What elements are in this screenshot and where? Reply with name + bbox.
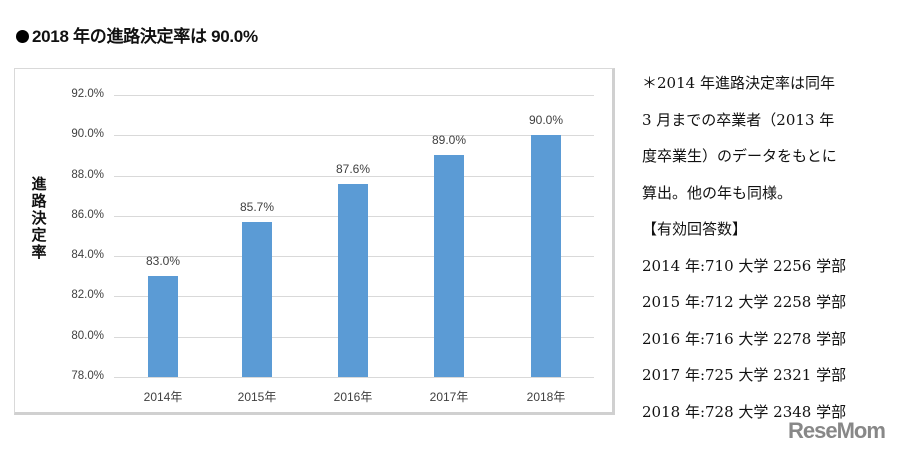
x-tick-label: 2017年: [429, 390, 469, 404]
gridline: [114, 135, 594, 137]
data-label: 90.0%: [528, 113, 564, 128]
y-axis-label-char: 決: [31, 209, 47, 227]
title-text: 2018 年の進路決定率は 90.0%: [32, 27, 258, 46]
data-label: 89.0%: [431, 133, 467, 148]
resemom-logo: ReseMom: [788, 418, 886, 443]
gridline: [114, 95, 594, 96]
y-tick-label: 84.0%: [71, 249, 104, 262]
notes-panel: ＊2014 年進路決定率は同年 3 月までの卒業者（2013 年 度卒業生）のデ…: [642, 68, 892, 433]
data-label: 83.0%: [145, 254, 181, 269]
note-line: ＊2014 年進路決定率は同年: [642, 74, 835, 92]
bar: [434, 155, 464, 377]
response-count-line: 2018 年:728 大学 2348 学部: [642, 402, 847, 421]
response-count-line: 2016 年:716 大学 2278 学部: [642, 329, 847, 348]
bar: [338, 183, 368, 377]
y-axis-label-char: 率: [31, 243, 47, 261]
y-tick-label: 78.0%: [71, 370, 104, 382]
x-tick-label: 2016年: [333, 390, 373, 404]
chart-frame: [14, 68, 615, 415]
y-tick-label: 80.0%: [71, 329, 104, 342]
y-axis-label: 進 路 決 定 率: [30, 176, 48, 261]
x-tick-label: 2014年: [143, 390, 183, 404]
response-count-line: 2017 年:725 大学 2321 学部: [642, 366, 847, 384]
response-count-line: 2015 年:712 大学 2258 学部: [642, 293, 847, 311]
page-title: 2018 年の進路決定率は 90.0%: [16, 22, 258, 47]
y-axis-label-char: 定: [31, 226, 47, 244]
y-tick-label: 82.0%: [71, 289, 104, 302]
gridline: [114, 175, 594, 177]
response-count-line: 2014 年:710 大学 2256 学部: [642, 256, 847, 275]
note-heading: 【有効回答数】: [642, 220, 748, 238]
y-tick-label: 90.0%: [71, 128, 104, 141]
y-tick-label: 92.0%: [71, 88, 104, 100]
y-axis-label-char: 進: [31, 175, 47, 193]
x-tick-label: 2015年: [237, 390, 277, 404]
note-line: 3 月までの卒業者（2013 年: [642, 110, 835, 129]
y-tick-label: 88.0%: [71, 168, 104, 181]
data-label: 87.6%: [335, 161, 371, 176]
y-tick-label: 86.0%: [71, 208, 104, 221]
note-line: 算出。他の年も同様。: [642, 183, 793, 202]
note-line: 度卒業生）のデータをもとに: [642, 147, 837, 165]
bar: [148, 276, 178, 377]
bar: [242, 221, 272, 377]
y-axis-label-char: 路: [31, 192, 47, 210]
bullet-icon: [16, 30, 29, 43]
gridline: [114, 377, 594, 378]
bar: [531, 135, 561, 377]
data-label: 85.7%: [239, 199, 275, 214]
x-tick-label: 2018年: [526, 390, 566, 404]
